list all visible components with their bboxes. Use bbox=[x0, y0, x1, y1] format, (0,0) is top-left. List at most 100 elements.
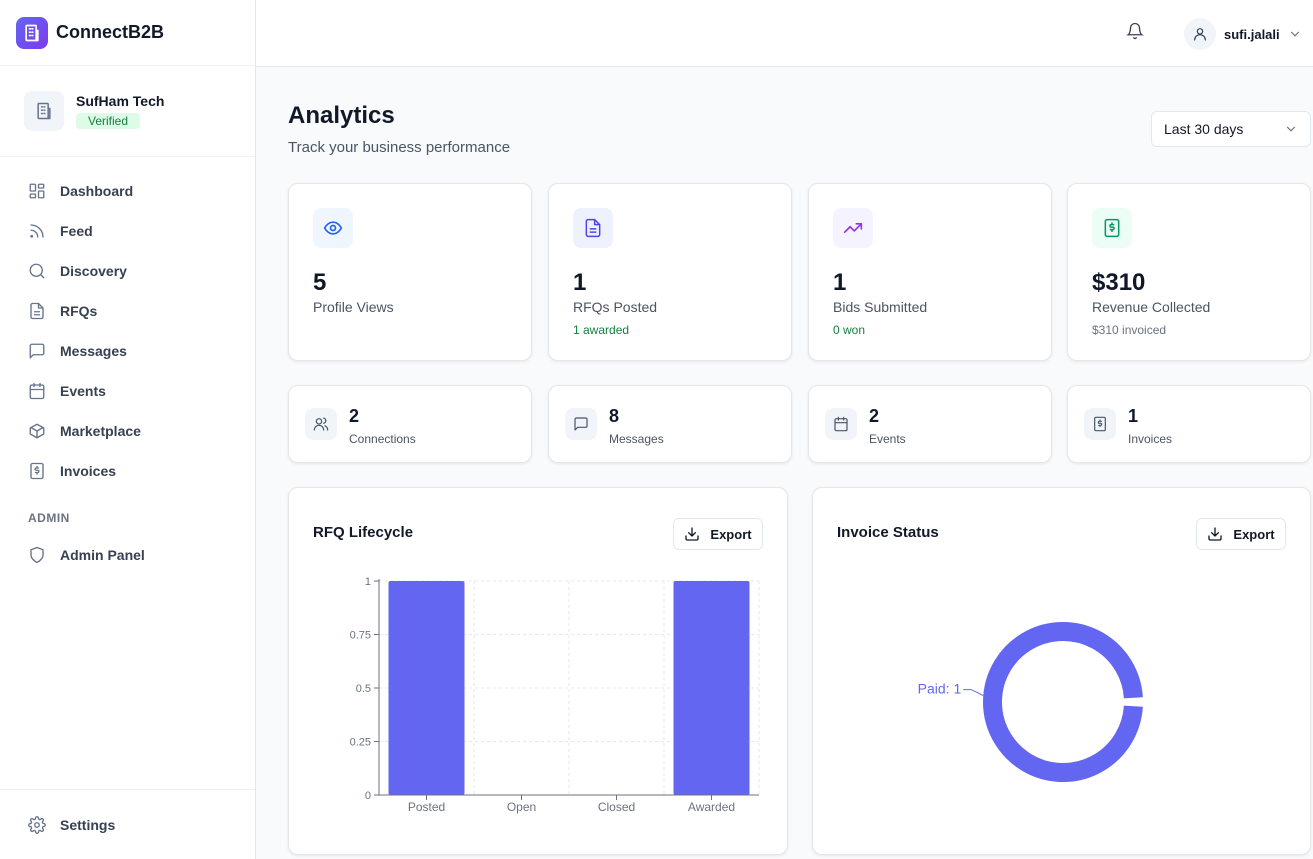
building-icon bbox=[16, 16, 48, 49]
invoice-icon bbox=[1084, 408, 1116, 440]
nav-item-feed[interactable]: Feed bbox=[0, 211, 255, 251]
nav-label: Events bbox=[60, 383, 106, 399]
dashboard-icon bbox=[29, 183, 45, 199]
gear-icon bbox=[28, 815, 46, 834]
nav-label: RFQs bbox=[60, 303, 98, 319]
chevron-down-icon bbox=[1286, 126, 1296, 132]
nav-item-events[interactable]: Events bbox=[0, 371, 255, 411]
document-icon bbox=[30, 302, 44, 320]
stat-label: Bids Submitted bbox=[833, 299, 928, 315]
stat-card-rfqs-posted: 1 RFQs Posted 1 awarded bbox=[548, 183, 792, 361]
settings-label: Settings bbox=[60, 816, 116, 833]
nav-label: Marketplace bbox=[60, 423, 141, 439]
export-button[interactable]: Export bbox=[1196, 518, 1286, 550]
shield-icon bbox=[30, 546, 44, 564]
notifications-button[interactable] bbox=[1126, 22, 1144, 45]
stat-note: 0 won bbox=[833, 323, 866, 337]
date-range-select[interactable]: Last 30 days bbox=[1151, 111, 1311, 147]
bell-icon bbox=[1126, 22, 1144, 40]
stat-note: $310 invoiced bbox=[1092, 323, 1167, 337]
sidebar: ConnectB2B SufHam Tech Verified Dashboar… bbox=[0, 0, 256, 859]
nav-item-settings[interactable]: Settings bbox=[0, 789, 255, 859]
invoice-donut-chart: Paid: 1 bbox=[918, 622, 1143, 782]
page-subtitle: Track your business performance bbox=[288, 139, 511, 156]
mini-card-events: 2 Events bbox=[808, 385, 1052, 463]
nav-item-admin-panel[interactable]: Admin Panel bbox=[0, 535, 255, 575]
users-icon bbox=[305, 408, 337, 440]
x-tick-label: Posted bbox=[408, 800, 445, 814]
mini-card-messages: 8 Messages bbox=[548, 385, 792, 463]
user-icon bbox=[1184, 18, 1216, 50]
nav-section-admin: ADMIN bbox=[28, 511, 70, 525]
document-icon bbox=[573, 208, 613, 248]
verified-badge: Verified bbox=[76, 112, 141, 129]
package-icon bbox=[29, 423, 45, 439]
nav-label: Dashboard bbox=[60, 183, 134, 199]
download-icon bbox=[1208, 527, 1223, 541]
nav-label: Invoices bbox=[60, 463, 117, 479]
x-tick-label: Open bbox=[507, 800, 536, 814]
stat-value: 5 bbox=[313, 269, 327, 296]
stat-label: Revenue Collected bbox=[1092, 299, 1211, 315]
donut-slice-paid bbox=[983, 622, 1143, 782]
nav-label: Discovery bbox=[60, 263, 127, 279]
mini-card-invoices: 1 Invoices bbox=[1067, 385, 1311, 463]
user-menu[interactable]: sufi.jalali bbox=[1184, 18, 1302, 50]
mini-card-connections: 2 Connections bbox=[288, 385, 532, 463]
brand-name: ConnectB2B bbox=[56, 22, 165, 42]
export-label: Export bbox=[710, 526, 752, 542]
company-card[interactable]: SufHam Tech Verified bbox=[0, 66, 255, 157]
rfq-lifecycle-card: RFQ Lifecycle Export 0 0.25 0.5 0.75 1 Posted… bbox=[288, 487, 788, 855]
bar bbox=[673, 581, 750, 795]
calendar-icon bbox=[29, 382, 45, 400]
stat-note: 1 awarded bbox=[573, 323, 630, 337]
stat-card-revenue: $310 Revenue Collected $310 invoiced bbox=[1067, 183, 1311, 361]
nav-item-messages[interactable]: Messages bbox=[0, 331, 255, 371]
nav-label: Feed bbox=[60, 223, 93, 239]
stat-card-bids-submitted: 1 Bids Submitted 0 won bbox=[808, 183, 1052, 361]
x-tick-label: Awarded bbox=[688, 800, 735, 814]
nav-item-marketplace[interactable]: Marketplace bbox=[0, 411, 255, 451]
nav-item-discovery[interactable]: Discovery bbox=[0, 251, 255, 291]
rfq-bar-chart: 0 0.25 0.5 0.75 1 Posted Open Closed Awarded bbox=[350, 576, 760, 814]
invoice-icon bbox=[30, 462, 44, 480]
mini-label: Messages bbox=[609, 432, 664, 446]
eye-icon bbox=[313, 208, 353, 248]
slice-label: Paid: 1 bbox=[918, 681, 962, 697]
bar bbox=[388, 581, 465, 795]
stat-label: RFQs Posted bbox=[573, 299, 658, 315]
mini-value: 2 bbox=[869, 406, 880, 426]
y-tick-label: 0.5 bbox=[356, 683, 371, 695]
nav-item-invoices[interactable]: Invoices bbox=[0, 451, 255, 491]
nav-label: Messages bbox=[60, 343, 127, 359]
chart-title: RFQ Lifecycle bbox=[313, 524, 414, 541]
y-tick-label: 0 bbox=[365, 790, 371, 802]
stat-value: 1 bbox=[573, 269, 587, 296]
date-range-value: Last 30 days bbox=[1164, 121, 1244, 137]
stat-value: 1 bbox=[833, 269, 847, 296]
calendar-icon bbox=[825, 408, 857, 440]
stat-card-profile-views: 5 Profile Views bbox=[288, 183, 532, 361]
export-button[interactable]: Export bbox=[673, 518, 763, 550]
nav-item-dashboard[interactable]: Dashboard bbox=[0, 171, 255, 211]
trending-up-icon bbox=[833, 208, 873, 248]
chevron-down-icon bbox=[1290, 31, 1299, 37]
nav-item-rfqs[interactable]: RFQs bbox=[0, 291, 255, 331]
invoice-status-card: Invoice Status Export Paid: 1 bbox=[812, 487, 1311, 855]
mini-label: Invoices bbox=[1128, 432, 1173, 446]
main-nav: Dashboard Feed Discovery RFQs Messages E… bbox=[0, 157, 255, 575]
mini-value: 2 bbox=[349, 406, 360, 426]
mini-label: Connections bbox=[349, 432, 416, 446]
topbar: sufi.jalali bbox=[256, 0, 1313, 67]
nav-label: Admin Panel bbox=[60, 547, 145, 563]
chart-title: Invoice Status bbox=[837, 524, 939, 541]
y-tick-label: 1 bbox=[365, 576, 371, 588]
brand[interactable]: ConnectB2B bbox=[0, 0, 255, 66]
y-tick-label: 0.25 bbox=[350, 737, 371, 749]
slice-leader bbox=[963, 689, 984, 697]
company-name: SufHam Tech bbox=[76, 92, 165, 109]
company-building-icon bbox=[24, 91, 64, 131]
username: sufi.jalali bbox=[1224, 26, 1280, 42]
stat-value: $310 bbox=[1092, 269, 1146, 296]
x-tick-label: Closed bbox=[598, 800, 635, 814]
